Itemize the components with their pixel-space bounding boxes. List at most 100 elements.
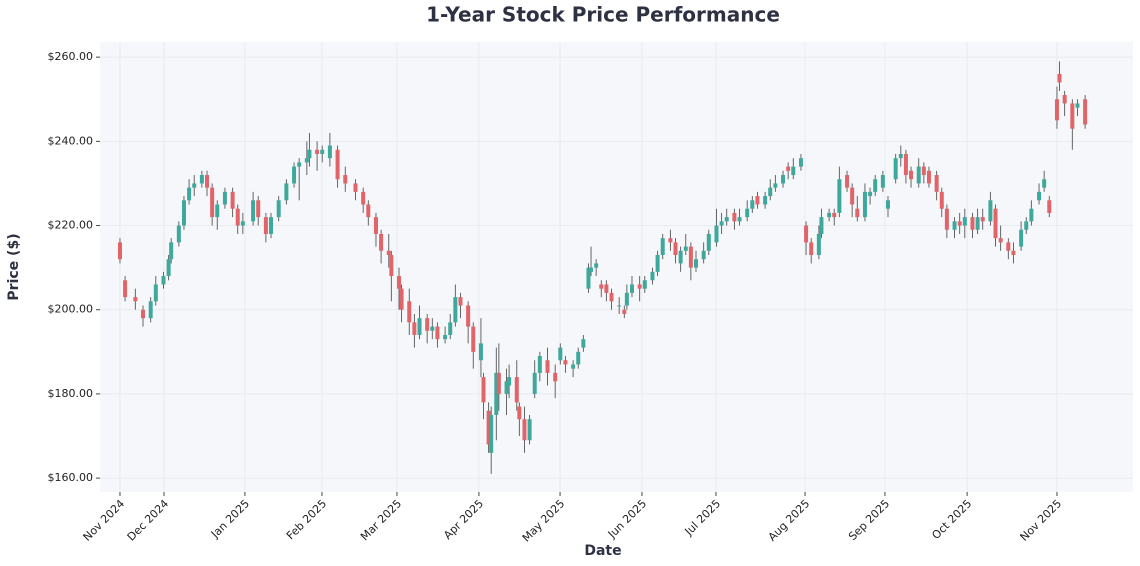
candle-body: [832, 212, 837, 218]
candle-body: [944, 208, 949, 230]
candle-body: [187, 187, 192, 201]
candle-body: [448, 322, 453, 335]
candle-body: [366, 204, 371, 218]
x-tick-label: Mar 2025: [358, 497, 404, 543]
candle-body: [320, 149, 325, 154]
candle-body: [586, 267, 591, 289]
x-tick-label: Apr 2025: [441, 497, 486, 542]
candle-body: [599, 284, 604, 289]
candle-body: [240, 221, 245, 226]
candle-body: [1054, 99, 1059, 121]
candle-body: [517, 406, 522, 420]
x-tick-label: Nov 2024: [81, 497, 128, 544]
candle-body: [885, 200, 890, 209]
candle-body: [235, 208, 240, 226]
x-tick-label: Jul 2025: [682, 497, 724, 539]
y-tick-label: $160.00: [48, 471, 94, 484]
x-axis-label: Date: [584, 543, 621, 559]
candle-body: [117, 242, 122, 260]
candle-body: [161, 276, 166, 285]
candle-body: [850, 187, 855, 205]
candle-body: [678, 250, 683, 264]
candle-body: [169, 242, 174, 260]
y-axis-label: Price ($): [6, 233, 22, 300]
candle-body: [478, 343, 483, 361]
candle-body: [1070, 103, 1075, 129]
y-tick-label: $240.00: [48, 134, 94, 147]
candle-body: [970, 217, 975, 230]
candle-body: [939, 191, 944, 209]
candle-body: [210, 187, 215, 218]
candle-body: [737, 217, 742, 222]
candle-body: [962, 217, 967, 226]
candle-body: [148, 301, 153, 319]
candle-body: [706, 233, 711, 251]
candle-body: [379, 233, 384, 251]
candle-body: [819, 217, 824, 234]
candle-body: [276, 200, 281, 218]
candle-body: [353, 183, 358, 192]
candle-body: [292, 166, 297, 184]
candle-body: [724, 217, 729, 222]
candle-body: [880, 175, 885, 188]
candle-body: [553, 372, 558, 382]
candle-body: [921, 166, 926, 176]
candle-body: [181, 200, 186, 226]
candle-body: [532, 372, 537, 394]
candle-body: [1047, 200, 1052, 213]
candle-body: [893, 158, 898, 180]
candle-body: [576, 351, 581, 365]
candle-body: [855, 208, 860, 218]
candle-body: [361, 191, 366, 205]
candle-body: [166, 259, 171, 277]
candle-body: [425, 318, 430, 331]
candle-body: [443, 334, 448, 340]
candle-body: [507, 377, 512, 386]
candle-body: [133, 297, 138, 302]
candle-body: [668, 238, 673, 243]
candle-body: [176, 225, 181, 243]
candle-body: [993, 208, 998, 239]
candle-body: [1062, 95, 1067, 104]
candle-body: [1024, 221, 1029, 230]
candle-body: [1057, 73, 1062, 83]
candle-body: [1019, 229, 1024, 247]
candle-body: [732, 212, 737, 222]
candle-body: [399, 288, 404, 310]
candle-body: [1029, 208, 1034, 222]
candle-body: [489, 414, 494, 453]
candle-body: [504, 381, 509, 394]
y-tick-label: $220.00: [48, 219, 94, 232]
plot-area: [100, 42, 1133, 492]
candle-body: [496, 372, 501, 394]
candles: [117, 61, 1088, 474]
candle-body: [604, 284, 609, 293]
candle-body: [934, 175, 939, 192]
candle-body: [545, 360, 550, 373]
candle-body: [222, 191, 227, 205]
candle-body: [256, 200, 261, 218]
candle-body: [1006, 242, 1011, 251]
candle-body: [617, 305, 622, 307]
candle-body: [988, 200, 993, 222]
candle-body: [868, 191, 873, 197]
candle-body: [453, 297, 458, 323]
candle-body: [123, 280, 128, 298]
candle-body: [407, 301, 412, 323]
candle-body: [773, 183, 778, 188]
candle-body: [629, 284, 634, 293]
candle-body: [926, 170, 931, 184]
candle-body: [199, 175, 204, 184]
candle-body: [251, 200, 256, 222]
candle-body: [389, 255, 394, 277]
candle-body: [397, 276, 402, 289]
candle-body: [466, 305, 471, 327]
x-tick-label: May 2025: [520, 497, 568, 545]
candle-body: [581, 339, 586, 348]
candle-body: [642, 280, 647, 289]
candle-body: [215, 204, 220, 218]
grid: [100, 42, 1133, 492]
candle-body: [957, 221, 962, 226]
candle-body: [781, 175, 786, 184]
candle-body: [609, 292, 614, 302]
